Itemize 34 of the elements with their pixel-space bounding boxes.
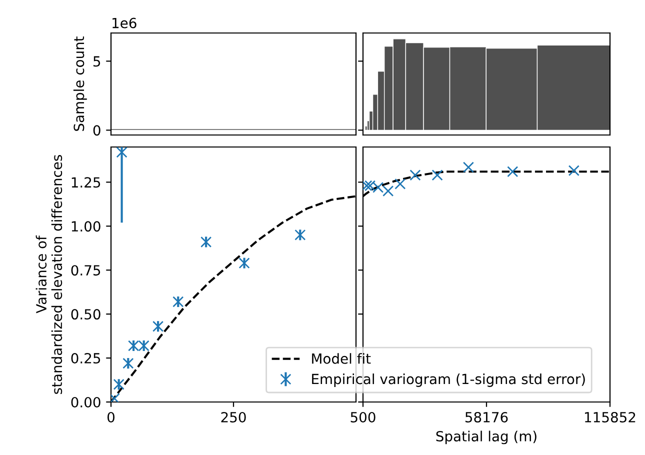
point: [152, 320, 164, 332]
point: [172, 296, 184, 308]
y-tick-label: 0.00: [71, 396, 100, 408]
y-axis-title: Sample count: [73, 36, 87, 131]
x-axis-title: Spatial lag (m): [436, 430, 536, 444]
y-tick-label: 1.00: [72, 221, 100, 232]
x-tick-label: 250: [221, 412, 246, 422]
x-tick-label: 0: [107, 412, 114, 422]
point: [116, 147, 128, 158]
legend-label: Empirical variogram (1-sigma std error): [312, 374, 585, 387]
x-tick-label: 115852: [585, 412, 636, 422]
point: [200, 236, 212, 248]
point: [382, 185, 394, 197]
point: [410, 170, 421, 181]
point: [238, 258, 250, 269]
point: [432, 170, 443, 181]
point: [113, 378, 124, 390]
legend-label: Model fit: [312, 353, 371, 364]
y-tick-label: 0: [93, 125, 100, 136]
point: [122, 358, 134, 369]
point: [294, 229, 306, 240]
y-axis-title: Variance of standardized elevation differences: [36, 154, 62, 394]
point: [568, 165, 580, 176]
y-tick-label: 0.50: [71, 309, 100, 320]
point: [462, 162, 474, 173]
x-tick-label: 500: [350, 412, 376, 422]
y-tick-label: 1.25: [72, 177, 100, 188]
y-tick-label: 5: [94, 56, 100, 67]
point: [394, 178, 406, 190]
text: 1e6: [112, 18, 136, 28]
point: [507, 166, 518, 178]
x-tick-label: 58176: [465, 412, 508, 422]
y-tick-label: 0.75: [71, 265, 100, 276]
y-tick-label: 0.25: [71, 353, 100, 364]
